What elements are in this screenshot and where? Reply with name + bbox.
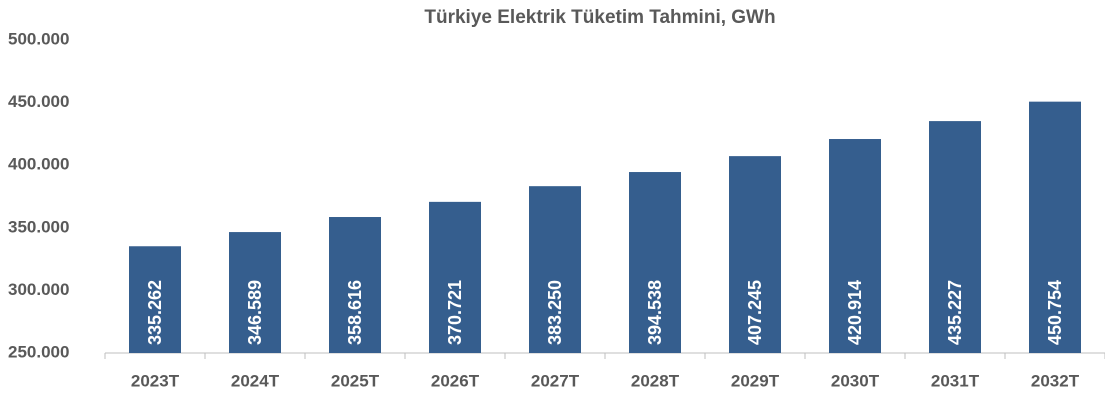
bar bbox=[529, 186, 581, 353]
data-label: 358.616 bbox=[345, 280, 365, 345]
data-label: 435.227 bbox=[945, 280, 965, 345]
data-label: 450.754 bbox=[1045, 280, 1065, 345]
bar bbox=[829, 139, 881, 353]
data-label: 394.538 bbox=[645, 280, 665, 345]
x-tick-label: 2030T bbox=[831, 371, 880, 390]
bar bbox=[129, 246, 181, 353]
x-tick-label: 2029T bbox=[731, 371, 780, 390]
x-tick-label: 2026T bbox=[431, 371, 480, 390]
data-label: 335.262 bbox=[145, 280, 165, 345]
bar bbox=[429, 201, 481, 353]
bar bbox=[1029, 101, 1081, 353]
bar bbox=[929, 121, 981, 353]
bar bbox=[729, 156, 781, 353]
data-label: 346.589 bbox=[245, 280, 265, 345]
x-tick-label: 2032T bbox=[1031, 371, 1080, 390]
x-tick-label: 2027T bbox=[531, 371, 580, 390]
x-tick-label: 2024T bbox=[231, 371, 280, 390]
x-tick-label: 2028T bbox=[631, 371, 680, 390]
y-tick-label: 300.000 bbox=[8, 280, 69, 299]
y-tick-label: 500.000 bbox=[8, 29, 69, 48]
data-label: 420.914 bbox=[845, 280, 865, 345]
bar bbox=[229, 232, 281, 353]
chart-title: Türkiye Elektrik Tüketim Tahmini, GWh bbox=[424, 7, 775, 28]
x-tick-label: 2025T bbox=[331, 371, 380, 390]
y-tick-label: 350.000 bbox=[8, 217, 69, 236]
data-label: 407.245 bbox=[745, 280, 765, 345]
bar bbox=[629, 172, 681, 353]
y-tick-label: 400.000 bbox=[8, 155, 69, 174]
y-tick-label: 450.000 bbox=[8, 92, 69, 111]
data-label: 370.721 bbox=[445, 280, 465, 345]
x-tick-label: 2023T bbox=[131, 371, 180, 390]
x-tick-label: 2031T bbox=[931, 371, 980, 390]
y-tick-label: 250.000 bbox=[8, 342, 69, 361]
bar bbox=[329, 217, 381, 353]
data-label: 383.250 bbox=[545, 280, 565, 345]
